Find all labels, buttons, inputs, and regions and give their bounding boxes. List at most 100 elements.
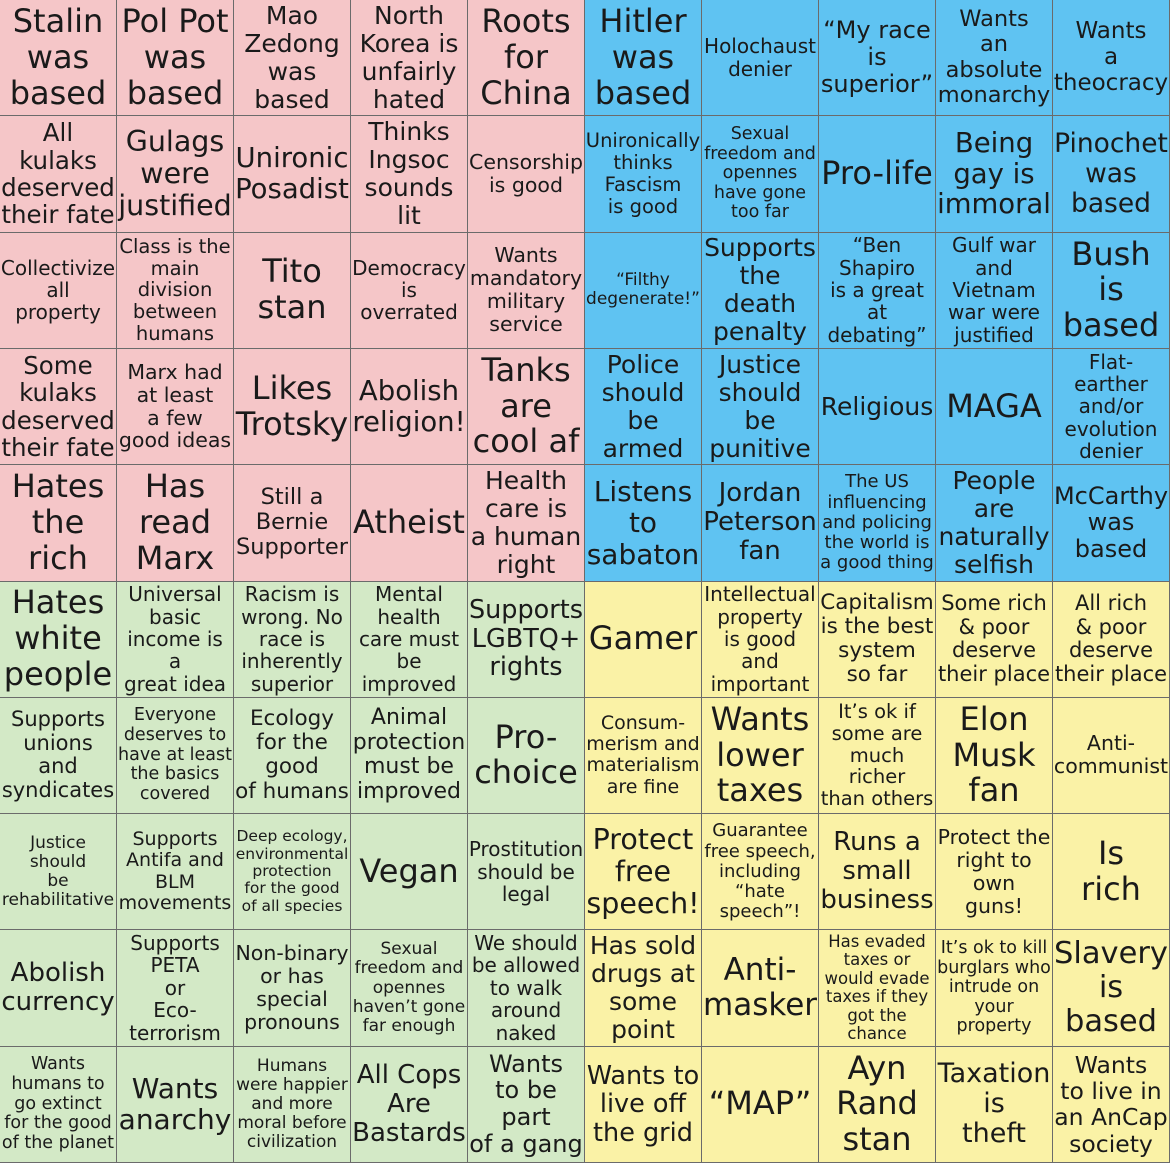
- grid-cell: Atheist: [351, 465, 468, 582]
- cell-text: Gulags were justified: [118, 125, 232, 222]
- grid-cell: Listens to sabaton: [585, 465, 702, 582]
- grid-cell: Ayn Rand stan: [819, 1046, 936, 1163]
- grid-cell: It’s ok if some are much richer than oth…: [819, 697, 936, 815]
- cell-text: Sexual freedom and opennes have gone too…: [704, 123, 816, 223]
- grid-cell: Holochaust denier: [702, 0, 819, 117]
- cell-text: Gulf war and Vietnam war were justified: [948, 233, 1040, 347]
- cell-text: Capitalism is the best system so far: [820, 589, 934, 688]
- cell-text: Taxation is theft: [937, 1057, 1051, 1150]
- cell-text: Supports unions and syndicates: [1, 707, 115, 802]
- cell-text: Justice should be punitive: [709, 349, 811, 463]
- grid-cell: Has evaded taxes or would evade taxes if…: [819, 930, 936, 1047]
- grid-cell: Slavery is based: [1053, 930, 1170, 1047]
- grid-cell: Non-binary or has special pronouns: [234, 930, 351, 1047]
- cell-text: Holochaust denier: [704, 34, 816, 81]
- grid-cell: People are naturally selfish: [936, 465, 1053, 582]
- grid-cell: Tanks are cool af: [468, 348, 585, 466]
- cell-text: “Filthy degenerate!”: [586, 270, 700, 310]
- cell-text: Supports LGBTQ+ rights: [468, 595, 584, 683]
- grid-cell: Mental health care must be improved: [351, 581, 468, 698]
- cell-text: Racism is wrong. No race is inherently s…: [241, 582, 343, 696]
- grid-cell: We should be allowed to walk around nake…: [468, 930, 585, 1047]
- grid-cell: Supports unions and syndicates: [0, 697, 117, 815]
- cell-text: Likes Trotsky: [235, 368, 349, 443]
- grid-cell: Protect the right to own guns!: [936, 814, 1053, 931]
- grid-cell: North Korea is unfairly hated: [351, 0, 468, 117]
- cell-text: Pro-choice: [474, 717, 578, 792]
- grid-cell: Has read Marx: [117, 465, 234, 582]
- grid-cell: Abolish currency: [0, 930, 117, 1047]
- grid-cell: Intellectual property is good and import…: [702, 581, 819, 698]
- grid-cell: Racism is wrong. No race is inherently s…: [234, 581, 351, 698]
- grid-cell: All rich & poor deserve their place: [1053, 581, 1170, 698]
- grid-cell: Police should be armed: [585, 348, 702, 466]
- grid-cell: Abolish religion!: [351, 348, 468, 466]
- grid-cell: Unironic Posadist: [234, 116, 351, 233]
- cell-text: Stalin was based: [9, 1, 107, 112]
- cell-text: Anti- communist: [1053, 731, 1169, 779]
- grid-cell: Hitler was based: [585, 0, 702, 117]
- grid-cell: Roots for China: [468, 0, 585, 117]
- grid-cell: Tito stan: [234, 232, 351, 349]
- grid-cell: Anti- masker: [702, 930, 819, 1047]
- cell-text: Has read Marx: [135, 467, 215, 577]
- grid-cell: The US influencing and policing the worl…: [819, 465, 936, 582]
- grid-cell: Wants to be part of a gang: [468, 1046, 585, 1163]
- grid-cell: Pro-choice: [468, 697, 585, 815]
- cell-text: “MAP”: [708, 1084, 812, 1123]
- grid-cell: Likes Trotsky: [234, 348, 351, 466]
- grid-cell: Marx had at least a few good ideas: [117, 348, 234, 466]
- cell-text: McCarthy was based: [1053, 481, 1169, 564]
- grid-cell: Hates white people: [0, 581, 117, 698]
- cell-text: Unironic Posadist: [235, 142, 349, 205]
- cell-text: Elon Musk fan: [952, 699, 1036, 810]
- cell-text: Abolish religion!: [352, 374, 466, 438]
- grid-cell: Justice should be rehabilitative: [0, 814, 117, 931]
- cell-text: Wants a theocracy: [1053, 18, 1169, 96]
- grid-cell: “My race is superior”: [819, 0, 936, 117]
- grid-cell: Hates the rich: [0, 465, 117, 582]
- grid-cell: Universal basic income is a great idea: [117, 581, 234, 698]
- grid-cell: It’s ok to kill burglars who intrude on …: [936, 930, 1053, 1047]
- grid-cell: Everyone deserves to have at least the b…: [117, 697, 234, 815]
- grid-cell: Wants an absolute monarchy: [936, 0, 1053, 117]
- grid-cell: Some rich & poor deserve their place: [936, 581, 1053, 698]
- cell-text: Flat-earther and/or evolution denier: [1064, 349, 1158, 464]
- grid-cell: Animal protection must be improved: [351, 697, 468, 815]
- grid-cell: Humans were happier and more moral befor…: [234, 1046, 351, 1163]
- cell-text: Pol Pot was based: [121, 1, 229, 112]
- cell-text: Roots for China: [480, 1, 572, 112]
- cell-text: Humans were happier and more moral befor…: [236, 1055, 348, 1152]
- grid-cell: “Filthy degenerate!”: [585, 232, 702, 349]
- grid-cell: Bush is based: [1053, 232, 1170, 349]
- cell-text: People are naturally selfish: [938, 465, 1050, 579]
- grid-cell: “Ben Shapiro is a great at debating”: [819, 232, 936, 349]
- grid-cell: Unironically thinks Fascism is good: [585, 116, 702, 233]
- cell-text: Bush is based: [1062, 234, 1160, 345]
- grid-cell: Jordan Peterson fan: [702, 465, 819, 582]
- grid-cell: Class is the main division between human…: [117, 232, 234, 349]
- cell-text: Wants to live in an AnCap society: [1054, 1050, 1168, 1158]
- cell-text: Atheist: [353, 502, 465, 541]
- cell-text: We should be allowed to walk around nake…: [471, 931, 581, 1045]
- cell-text: Is rich: [1081, 833, 1141, 908]
- cell-text: “Ben Shapiro is a great at debating”: [827, 233, 927, 347]
- grid-cell: Protect free speech!: [585, 814, 702, 931]
- cell-text: Animal protection must be improved: [352, 705, 466, 805]
- cell-text: Guarantee free speech, including “hate s…: [704, 820, 816, 922]
- grid-cell: Supports PETA or Eco-terrorism: [117, 930, 234, 1047]
- cell-text: Wants to be part of a gang: [469, 1049, 583, 1159]
- grid-cell: Being gay is immoral: [936, 116, 1053, 233]
- grid-cell: Guarantee free speech, including “hate s…: [702, 814, 819, 931]
- cell-text: Being gay is immoral: [937, 126, 1051, 221]
- grid-cell: Wants lower taxes: [702, 697, 819, 815]
- grid-cell: Is rich: [1053, 814, 1170, 931]
- cell-text: Sexual freedom and opennes haven’t gone …: [352, 939, 466, 1036]
- cell-text: Marx had at least a few good ideas: [118, 359, 232, 453]
- cell-text: Runs a small business: [820, 827, 934, 916]
- cell-text: Tito stan: [257, 252, 327, 327]
- cell-text: Hitler was based: [594, 1, 692, 112]
- cell-text: Vegan: [359, 851, 459, 890]
- grid-cell: Supports the death penalty: [702, 232, 819, 349]
